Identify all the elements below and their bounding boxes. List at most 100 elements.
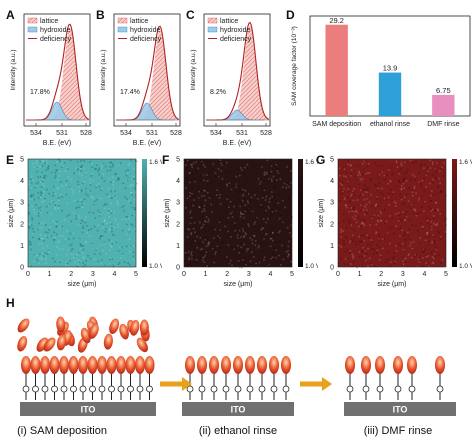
free-molecule: [103, 333, 113, 350]
xps-tick-label: 528: [260, 130, 272, 137]
free-molecule: [119, 323, 129, 340]
legend-swatch-lattice: [117, 17, 128, 24]
sam-molecule: [78, 356, 88, 400]
sam-molecule: [40, 356, 50, 400]
map-xtick: 0: [182, 271, 186, 278]
deficiency-percentage: 17.8%: [30, 89, 50, 96]
sam-molecule: [209, 356, 219, 400]
map-ytick: 0: [330, 265, 334, 272]
ito-substrate: [182, 402, 294, 416]
map-xtick: 5: [134, 271, 138, 278]
sam-molecule: [135, 356, 145, 400]
panel-label-b: B: [96, 8, 105, 22]
xps-panel: lattice hydroxide deficiency 17.8% Intensity…: [10, 13, 92, 147]
bar-value-label: 29.2: [329, 16, 344, 25]
map-ytick: 5: [176, 157, 180, 164]
map-noise: [28, 159, 138, 268]
coverage-bar-chart: 29.2 SAM deposition 13.9 ethanol rinse 6.75 D…: [291, 15, 471, 128]
bar-ylabel: SAM coverage factor (10⁻³): [291, 26, 298, 106]
free-molecule: [129, 319, 140, 336]
map-image: [184, 159, 292, 267]
legend-label-hydroxide: hydroxide: [130, 27, 160, 34]
free-molecule: [136, 337, 148, 353]
map-ylabel: size (μm): [8, 199, 15, 228]
map-xtick: 2: [69, 271, 73, 278]
map-xtick: 5: [444, 271, 448, 278]
map-ytick: 3: [176, 200, 180, 207]
sam-molecule: [269, 356, 279, 400]
legend-swatch-lattice: [207, 17, 218, 24]
ito-substrate: [344, 402, 456, 416]
sam-molecule: [30, 356, 41, 400]
bar-value-label: 13.9: [383, 64, 398, 73]
xps-ylabel: Intensity (a.u.): [190, 49, 197, 90]
map-ytick: 1: [176, 243, 180, 250]
map-ytick: 3: [330, 200, 334, 207]
deficiency-percentage: 8.2%: [210, 89, 226, 96]
free-molecule: [139, 319, 149, 336]
map-ytick: 2: [176, 221, 180, 228]
sam-schematic: ITO ITO ITO (i) SAM deposition (ii) ethanol …: [17, 316, 456, 437]
map-xlabel: size (μm): [378, 281, 407, 288]
legend-label-deficiency: deficiency: [40, 36, 72, 43]
map-xtick: 4: [268, 271, 272, 278]
step-caption: (i) SAM deposition: [17, 425, 107, 437]
map-ytick: 2: [330, 221, 334, 228]
map-ytick: 0: [20, 265, 24, 272]
potential-map-panel: 00 1 1 2 2 3 3 4 4 5 5 size (μm) size (μm) 1.6 V 1.0 V: [8, 157, 162, 289]
legend-label-hydroxide: hydroxide: [220, 27, 250, 34]
map-xtick: 3: [91, 271, 95, 278]
map-xtick: 1: [358, 271, 362, 278]
colorbar-max-label: 1.6 V: [459, 159, 472, 166]
xps-tick-label: 531: [236, 130, 248, 137]
map-xtick: 1: [48, 271, 52, 278]
map-xlabel: size (μm): [224, 281, 253, 288]
colorbar-min-label: 1.0 V: [305, 263, 318, 270]
step-caption: (iii) DMF rinse: [364, 425, 432, 437]
sam-molecule: [106, 356, 117, 400]
colorbar: [452, 159, 457, 267]
xps-xlabel: B.E. (eV): [223, 140, 251, 147]
legend-swatch-hydroxide: [27, 26, 38, 33]
colorbar-max-label: 1.6 V: [149, 159, 162, 166]
panel-label-a: A: [6, 8, 15, 22]
sam-molecule: [87, 356, 98, 400]
colorbar-min-label: 1.0 V: [459, 263, 472, 270]
deficiency-percentage: 17.4%: [120, 89, 140, 96]
map-xtick: 4: [422, 271, 426, 278]
map-noise: [184, 159, 294, 269]
map-xtick: 5: [290, 271, 294, 278]
sam-molecule: [375, 356, 385, 400]
free-molecule: [17, 336, 28, 352]
map-ytick: 5: [20, 157, 24, 164]
colorbar-min-label: 1.0 V: [149, 263, 162, 270]
xps-tick-label: 528: [170, 130, 182, 137]
sam-molecule: [257, 356, 267, 400]
xps-frame: [203, 13, 271, 127]
xps-frame: [23, 13, 91, 127]
xps-tick-label: 531: [56, 130, 68, 137]
free-molecule: [43, 337, 56, 352]
xps-frame: [113, 13, 181, 127]
map-xlabel: size (μm): [68, 281, 97, 288]
map-xtick: 4: [112, 271, 116, 278]
map-xtick: 0: [26, 271, 30, 278]
xps-ylabel: Intensity (a.u.): [10, 49, 17, 90]
map-ytick: 3: [20, 200, 24, 207]
free-molecule: [109, 318, 120, 334]
legend-swatch-hydroxide: [207, 26, 218, 33]
xps-panel: lattice hydroxide deficiency 17.4% Intensity…: [100, 13, 182, 147]
map-image: [338, 159, 446, 267]
legend-label-hydroxide: hydroxide: [40, 27, 70, 34]
map-xtick: 1: [204, 271, 208, 278]
sam-molecule: [197, 356, 207, 400]
sam-molecule: [68, 356, 79, 400]
free-molecule: [17, 318, 30, 333]
sam-molecule: [49, 356, 60, 400]
sam-molecule: [233, 356, 243, 400]
legend-label-lattice: lattice: [40, 18, 58, 25]
map-ytick: 1: [20, 243, 24, 250]
sam-molecule: [116, 356, 126, 400]
map-xtick: 3: [247, 271, 251, 278]
free-molecule: [56, 334, 67, 351]
